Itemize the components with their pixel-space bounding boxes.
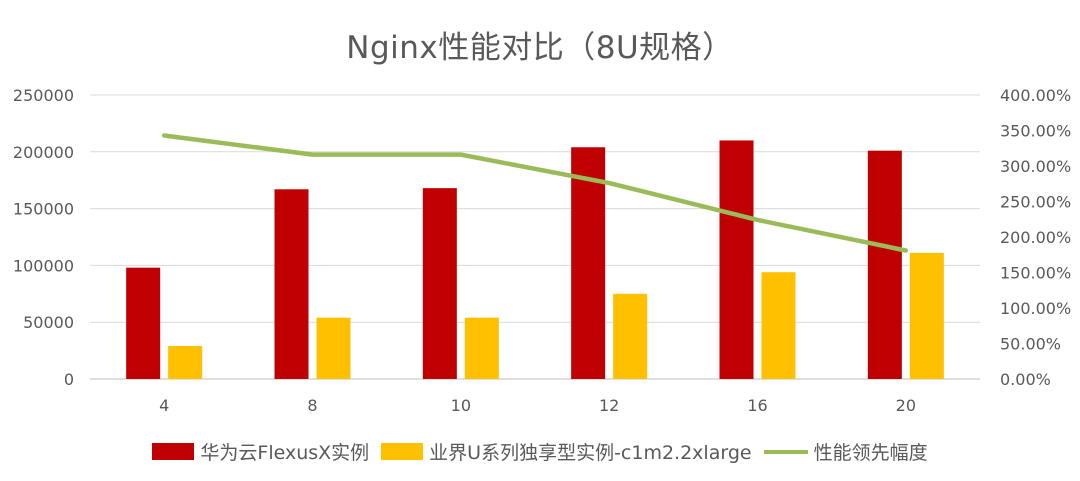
bar-huawei	[274, 189, 309, 379]
line-series-lead	[161, 133, 909, 253]
legend: 华为云FlexusX实例 业界U系列独享型实例-c1m2.2xlarge 性能领…	[0, 438, 1080, 465]
chart-title: Nginx性能对比（8U规格）	[346, 30, 734, 66]
right-axis-tick-label: 0.00%	[1000, 370, 1051, 389]
legend-item-lead: 性能领先幅度	[763, 438, 928, 465]
legend-swatch-huawei	[152, 443, 195, 460]
bar-industry	[909, 252, 944, 379]
legend-label-lead: 性能领先幅度	[813, 442, 928, 464]
left-axis-tick-label: 200000	[13, 143, 74, 162]
right-axis-tick-label: 400.00%	[1000, 86, 1071, 105]
right-axis-tick-label: 150.00%	[1000, 264, 1071, 283]
x-axis-tick-label: 10	[451, 396, 471, 415]
left-axis-tick-label: 250000	[13, 86, 74, 105]
bar-huawei	[126, 267, 161, 379]
x-axis-tick-label: 8	[307, 396, 317, 415]
right-axis-tick-label: 350.00%	[1000, 122, 1071, 141]
legend-label-industry: 业界U系列独享型实例-c1m2.2xlarge	[429, 442, 752, 464]
gridlines	[90, 94, 980, 380]
left-axis-tick-label: 50000	[23, 313, 74, 332]
x-axis-tick-label: 20	[896, 396, 916, 415]
legend-item-industry: 业界U系列独享型实例-c1m2.2xlarge	[381, 438, 752, 465]
right-axis-tick-label: 100.00%	[1000, 299, 1071, 318]
bar-industry	[464, 317, 499, 379]
bar-industry	[761, 272, 796, 379]
right-axis-ticks: 0.00% 50.00% 100.00% 150.00% 200.00% 250.00% 3…	[1000, 86, 1071, 389]
x-axis-tick-label: 16	[747, 396, 767, 415]
x-axis-tick-label: 4	[159, 396, 169, 415]
x-axis-ticks: 4 8 10 12 16 20	[159, 396, 916, 415]
right-axis-tick-label: 250.00%	[1000, 193, 1071, 212]
bar-huawei	[867, 150, 902, 379]
bar-huawei	[719, 140, 754, 379]
left-axis-tick-label: 150000	[13, 200, 74, 219]
legend-swatch-lead	[763, 449, 808, 454]
x-axis-tick-label: 12	[599, 396, 619, 415]
legend-label-huawei: 华为云FlexusX实例	[200, 442, 370, 464]
left-axis-tick-label: 100000	[13, 256, 74, 275]
performance-line	[161, 133, 909, 253]
right-axis-tick-label: 50.00%	[1000, 335, 1061, 354]
left-axis-tick-label: 0	[64, 370, 74, 389]
bar-huawei	[422, 188, 457, 379]
bar-industry	[613, 293, 648, 379]
bars	[126, 140, 944, 379]
left-axis-ticks: 0 50000 100000 150000 200000 250000	[13, 86, 74, 389]
right-axis-tick-label: 200.00%	[1000, 228, 1071, 247]
legend-item-huawei: 华为云FlexusX实例	[152, 438, 369, 465]
bar-industry	[316, 317, 351, 379]
legend-swatch-industry	[381, 443, 424, 460]
bar-huawei	[571, 147, 606, 379]
bar-industry	[168, 346, 203, 379]
right-axis-tick-label: 300.00%	[1000, 157, 1071, 176]
